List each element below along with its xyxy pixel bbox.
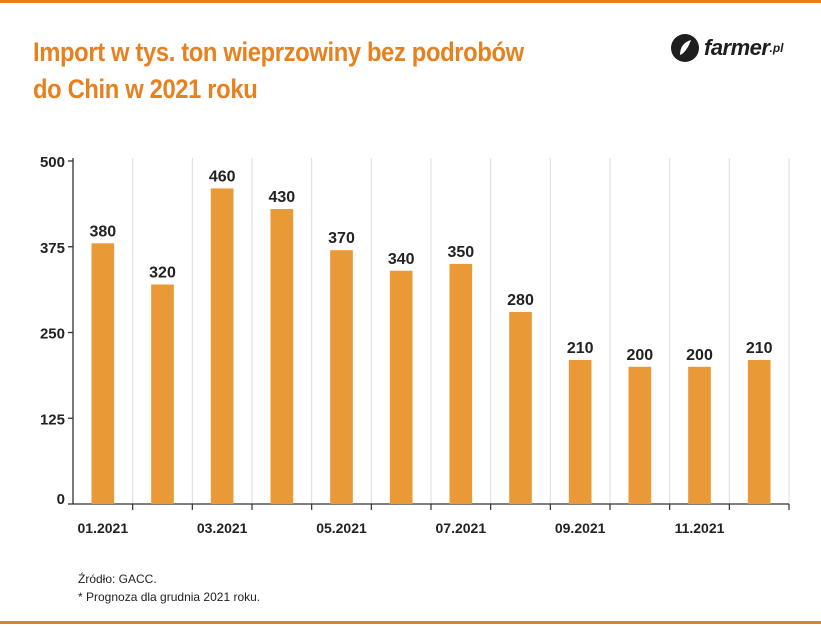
- bar-value-label: 430: [268, 189, 295, 206]
- y-tick-label: 125: [40, 411, 65, 428]
- chart-title: Import w tys. ton wieprzowiny bez podrob…: [33, 34, 561, 108]
- top-accent-rule: [0, 0, 821, 3]
- bar-value-label: 350: [447, 244, 474, 261]
- bar-chart: 0 125 250 375 500 380 01.2021 320 460 03.2021 430 3…: [40, 154, 790, 536]
- bar-value-label: 370: [328, 230, 355, 247]
- farmer-logo: farmer .pl: [670, 32, 783, 64]
- leaf-drop-icon: [671, 34, 699, 62]
- y-tick-label: 375: [40, 240, 65, 257]
- x-tick-label: 09.2021: [555, 520, 606, 536]
- logo-name: farmer: [704, 35, 770, 60]
- bar: [688, 366, 711, 504]
- bar: [91, 243, 115, 504]
- x-tick-label: 03.2021: [197, 520, 248, 536]
- bar-value-label: 200: [686, 347, 713, 364]
- logo-suffix: .pl: [769, 41, 784, 55]
- bar: [389, 270, 413, 504]
- bar: [747, 359, 771, 504]
- bar-value-label: 210: [567, 340, 594, 357]
- chart-title-line-2: do Chin w 2021 roku: [33, 74, 258, 104]
- bottom-accent-rule: [0, 621, 821, 624]
- bar-value-label: 340: [388, 251, 415, 268]
- bar-value-label: 320: [149, 264, 176, 281]
- bar-value-label: 280: [507, 292, 534, 309]
- bar-value-label: 380: [89, 223, 116, 240]
- x-tick-label: 07.2021: [436, 520, 487, 536]
- bar: [330, 250, 353, 504]
- bar: [568, 359, 592, 504]
- bar: [449, 263, 473, 504]
- x-tick-label: 11.2021: [675, 520, 725, 536]
- chart-title-line-1: Import w tys. ton wieprzowiny bez podrob…: [33, 37, 524, 67]
- bar: [270, 209, 294, 504]
- y-tick-label: 0: [57, 491, 65, 508]
- bar: [628, 366, 652, 504]
- bar-value-label: 210: [746, 340, 773, 357]
- y-tick-label: 500: [40, 154, 65, 171]
- forecast-footnote: * Prognoza dla grudnia 2021 roku.: [78, 590, 261, 604]
- source-note: Źródło: GACC.: [78, 572, 157, 586]
- chart-notes: Źródło: GACC. * Prognoza dla grudnia 202…: [78, 570, 260, 606]
- bar-value-label: 460: [209, 168, 236, 185]
- x-tick-label: 05.2021: [316, 520, 367, 536]
- bar: [509, 311, 532, 504]
- bar: [210, 188, 234, 504]
- bar: [151, 284, 174, 504]
- y-tick-label: 250: [40, 326, 65, 343]
- bar-value-label: 200: [626, 347, 653, 364]
- x-tick-label: 01.2021: [78, 520, 129, 536]
